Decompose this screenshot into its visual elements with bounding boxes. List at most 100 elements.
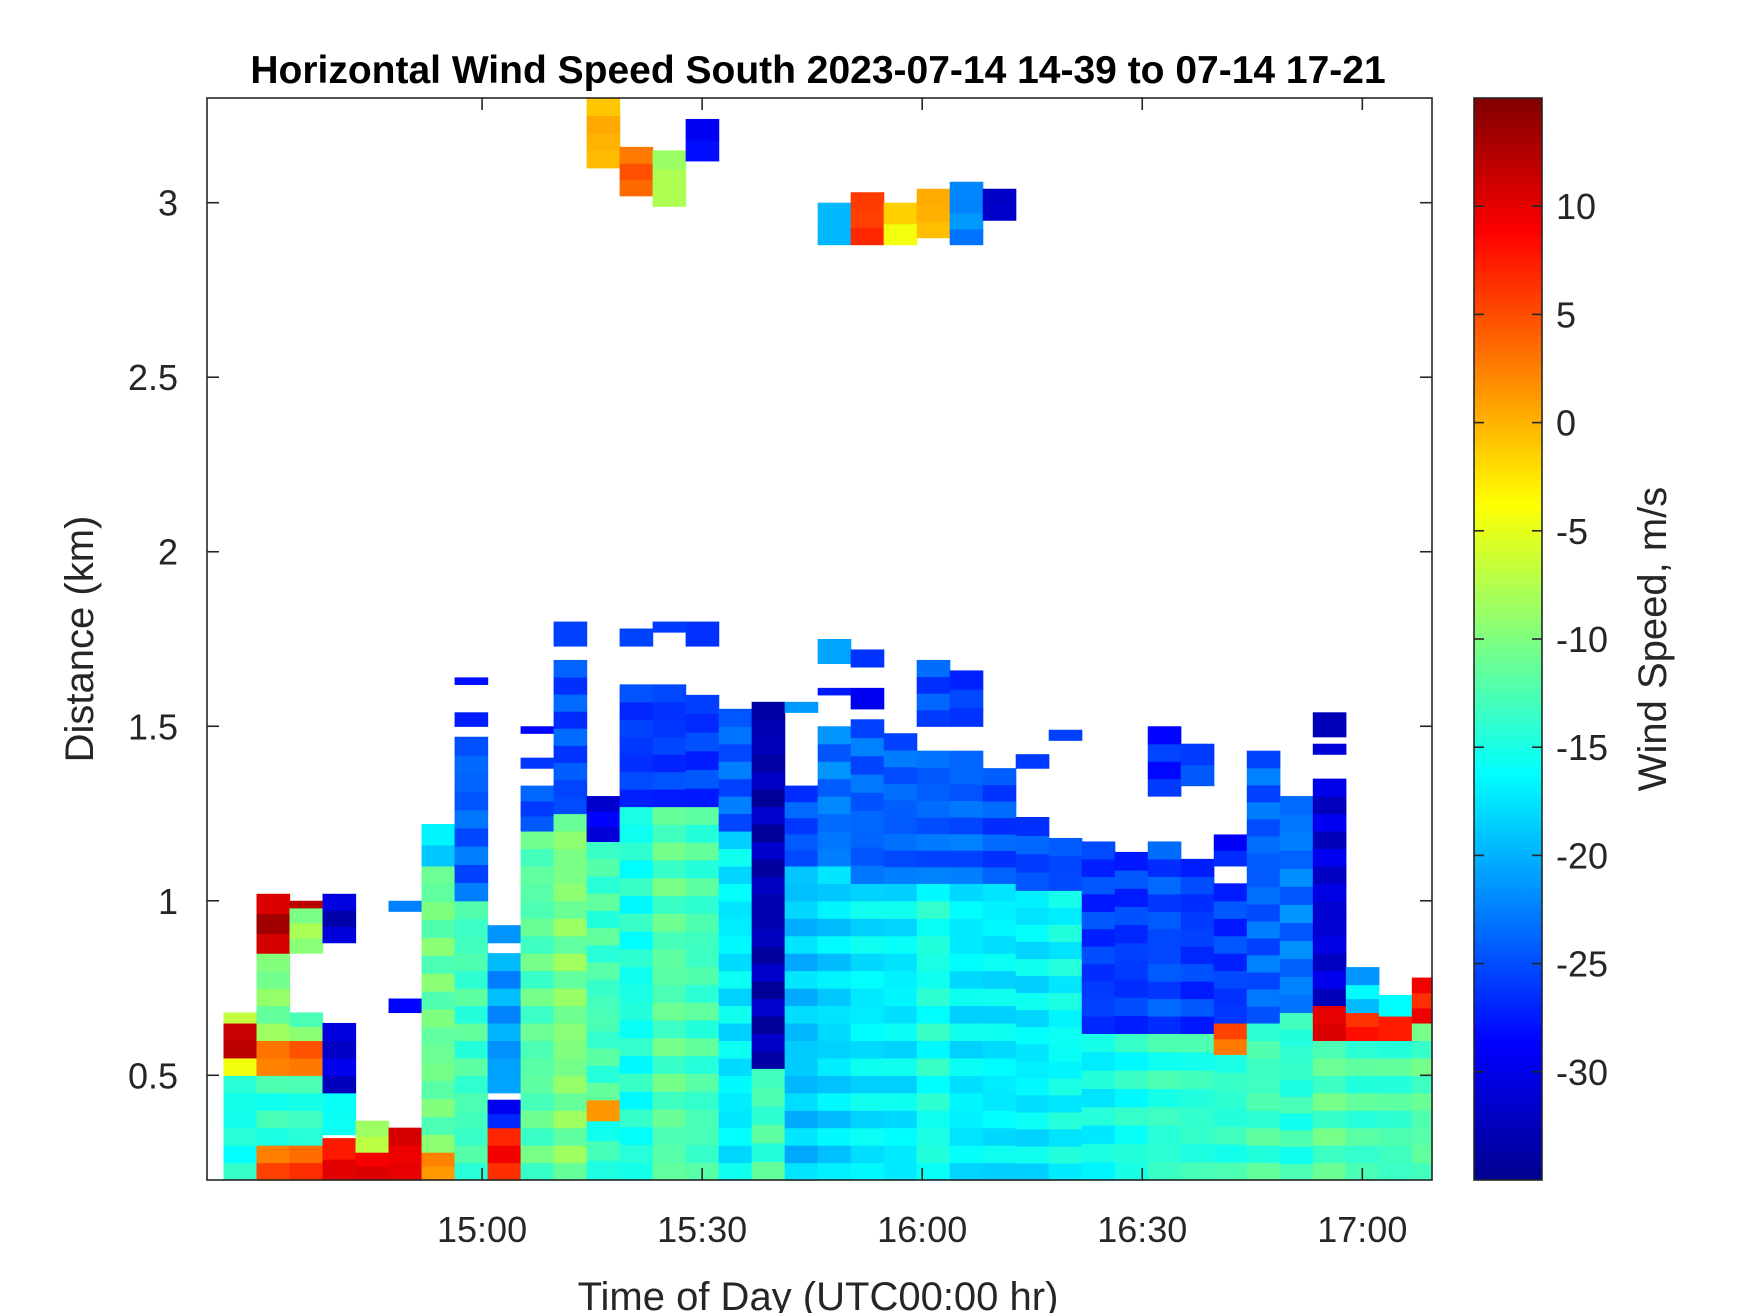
heatmap-cell: [982, 833, 1017, 852]
heatmap-cell: [718, 830, 753, 850]
heatmap-cell: [751, 823, 786, 843]
heatmap-cell: [652, 187, 687, 207]
heatmap-cell: [520, 900, 555, 919]
heatmap-cell: [1246, 937, 1281, 956]
heatmap-cell: [751, 736, 786, 755]
heatmap-cell: [619, 859, 654, 879]
heatmap-cell: [685, 1055, 720, 1074]
heatmap-cell: [619, 754, 654, 773]
heatmap-cell: [916, 935, 951, 954]
heatmap-cell: [883, 1005, 918, 1024]
heatmap-cell: [1048, 1026, 1083, 1045]
heatmap-cell: [751, 841, 786, 860]
heatmap-cell: [520, 800, 555, 817]
heatmap-cell: [784, 988, 819, 1007]
heatmap-cell: [751, 928, 786, 947]
heatmap-cell: [949, 181, 984, 199]
heatmap-cell: [883, 970, 918, 989]
heatmap-cell: [1411, 1145, 1433, 1164]
heatmap-cell: [421, 1116, 456, 1135]
heatmap-cell: [883, 849, 918, 868]
heatmap-cell: [949, 970, 984, 989]
heatmap-cell: [850, 918, 885, 937]
heatmap-cell: [652, 1162, 687, 1181]
heatmap-cell: [1114, 924, 1149, 944]
heatmap-cell: [883, 935, 918, 954]
heatmap-cell: [916, 1057, 951, 1076]
heatmap-cell: [619, 913, 654, 932]
heatmap-cell: [520, 883, 555, 902]
heatmap-cell: [685, 877, 720, 897]
heatmap-cell: [1048, 1077, 1083, 1096]
heatmap-cell: [652, 806, 687, 825]
heatmap-cell: [1213, 900, 1248, 919]
heatmap-cell: [619, 1002, 654, 1021]
heatmap-cell: [784, 1075, 819, 1094]
heatmap-cell: [1246, 750, 1281, 769]
heatmap-cell: [553, 1092, 588, 1111]
heatmap-cell: [1312, 712, 1347, 738]
heatmap-cell: [1279, 1163, 1314, 1181]
heatmap-cell: [949, 1145, 984, 1164]
heatmap-cell: [751, 1015, 786, 1034]
heatmap-cell: [1345, 1110, 1380, 1129]
heatmap-cell: [1246, 1162, 1281, 1181]
heatmap-cell: [1048, 958, 1083, 977]
heatmap-cell: [1345, 1040, 1380, 1059]
heatmap-cell: [1279, 1112, 1314, 1131]
heatmap-cell: [421, 1026, 456, 1046]
heatmap-cell: [1114, 942, 1149, 962]
heatmap-cell: [619, 163, 654, 181]
heatmap-cell: [685, 824, 720, 843]
heatmap-cell: [1081, 1088, 1116, 1108]
heatmap-cell: [1279, 886, 1314, 905]
heatmap-cell: [784, 1092, 819, 1111]
heatmap-cell: [256, 1075, 291, 1094]
heatmap-cell: [817, 918, 852, 937]
heatmap-cell: [256, 1005, 291, 1024]
heatmap-cell: [1147, 1125, 1182, 1144]
heatmap-cell: [883, 883, 918, 902]
heatmap-cell: [289, 1040, 324, 1059]
heatmap-cell: [751, 981, 786, 1000]
heatmap-cell: [784, 918, 819, 937]
heatmap-cell: [751, 998, 786, 1017]
heatmap-cell: [289, 1092, 324, 1111]
heatmap-cell: [1246, 1127, 1281, 1146]
heatmap-cell: [883, 1040, 918, 1059]
heatmap-cell: [850, 687, 885, 710]
heatmap-cell: [850, 1022, 885, 1041]
heatmap-cell: [817, 865, 852, 884]
heatmap-cell: [949, 213, 984, 230]
heatmap-cell: [916, 188, 951, 206]
heatmap-cell: [784, 833, 819, 851]
heatmap-cell: [421, 973, 456, 992]
heatmap-cell: [982, 1022, 1017, 1041]
heatmap-cell: [553, 1162, 588, 1181]
heatmap-cell: [883, 733, 918, 751]
heatmap-cell: [685, 732, 720, 752]
heatmap-cell: [1213, 953, 1248, 972]
heatmap-cell: [685, 621, 720, 647]
heatmap-cell: [949, 1127, 984, 1146]
x-tick-label: 16:30: [1097, 1209, 1187, 1250]
heatmap-cell: [1180, 928, 1215, 947]
heatmap-cell: [718, 1075, 753, 1094]
heatmap-cell: [1279, 814, 1314, 833]
heatmap-cell: [421, 919, 456, 939]
heatmap-cell: [916, 1145, 951, 1164]
heatmap-cell: [1213, 1108, 1248, 1127]
heatmap-cell: [850, 1162, 885, 1181]
heatmap-cell: [289, 922, 324, 939]
heatmap-cell: [817, 202, 852, 225]
heatmap-cell: [850, 1092, 885, 1111]
heatmap-cell: [850, 792, 885, 812]
heatmap-cell: [1081, 1143, 1116, 1163]
heatmap-cell: [1180, 893, 1215, 912]
heatmap-cell: [949, 1022, 984, 1041]
heatmap-cell: [553, 762, 588, 780]
heatmap-cell: [784, 817, 819, 835]
heatmap-cell: [817, 639, 852, 665]
heatmap-cell: [454, 864, 489, 884]
heatmap-cell: [1081, 1161, 1116, 1181]
